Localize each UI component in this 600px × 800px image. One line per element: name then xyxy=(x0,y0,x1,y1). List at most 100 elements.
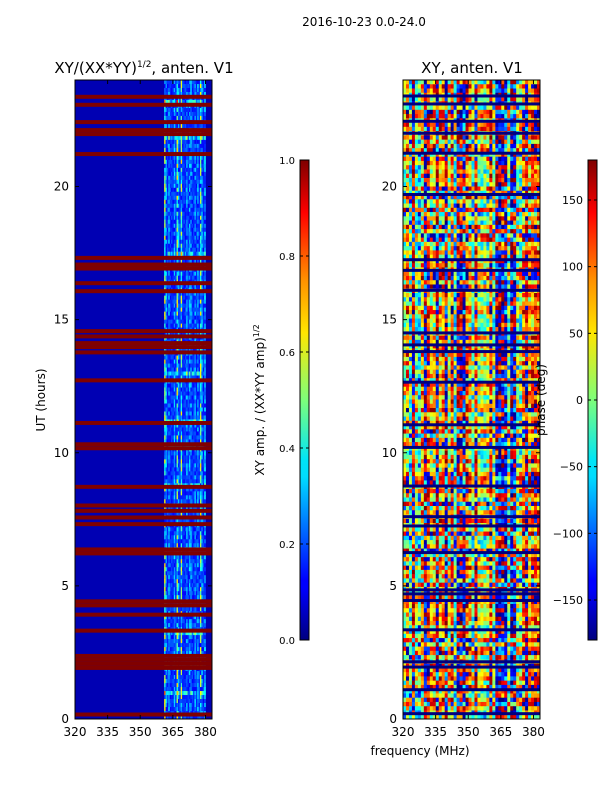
heatmap-cell xyxy=(197,367,199,372)
heatmap-cell xyxy=(187,175,190,181)
heatmap-cell xyxy=(191,707,194,712)
heatmap-cell xyxy=(166,699,169,704)
heatmap-cell xyxy=(191,391,194,396)
heatmap-cell xyxy=(201,239,204,245)
heatmap-cell xyxy=(168,183,171,189)
heatmap-cell xyxy=(177,687,180,692)
heatmap-cell xyxy=(182,247,184,253)
heatmap-cell xyxy=(187,147,190,153)
heatmap-cell xyxy=(195,703,198,708)
heatmap-cell xyxy=(172,583,175,588)
heatmap-cell xyxy=(194,695,197,700)
heatmap-cell xyxy=(190,175,193,181)
heatmap-cell xyxy=(186,563,188,568)
heatmap-cell xyxy=(195,491,198,496)
heatmap-cell xyxy=(186,683,188,688)
heatmap-cell xyxy=(176,495,179,500)
heatmap-cell xyxy=(186,295,188,301)
heatmap-cell xyxy=(175,303,177,309)
heatmap-cell xyxy=(184,639,187,644)
heatmap-cell xyxy=(176,275,179,281)
heatmap-cell xyxy=(429,88,434,94)
heatmap-cell xyxy=(164,203,166,209)
heatmap-cell xyxy=(194,583,197,588)
heatmap-cell xyxy=(195,679,198,684)
heatmap-cell xyxy=(202,383,205,388)
heatmap-cell xyxy=(184,367,187,372)
heatmap-cell xyxy=(180,363,183,368)
heatmap-cell xyxy=(165,491,168,496)
heatmap-cell xyxy=(169,407,172,412)
heatmap-cell xyxy=(199,231,202,237)
heatmap-cell xyxy=(190,275,193,281)
heatmap-cell xyxy=(198,163,201,169)
heatmap-cell xyxy=(201,179,204,185)
heatmap-cell xyxy=(186,303,188,309)
heatmap-cell xyxy=(435,80,440,85)
heatmap-cell xyxy=(193,259,195,265)
heatmap-cell xyxy=(166,531,169,536)
heatmap-cell xyxy=(176,555,179,560)
heatmap-cell xyxy=(164,179,166,185)
heatmap-cell xyxy=(198,459,201,464)
heatmap-cell xyxy=(188,687,191,692)
heatmap-cell xyxy=(197,303,199,309)
heatmap-cell xyxy=(199,171,202,177)
heatmap-cell xyxy=(193,683,195,688)
heatmap-cell xyxy=(169,107,172,113)
heatmap-cell xyxy=(201,291,204,297)
heatmap-cell xyxy=(166,619,169,624)
heatmap-cell xyxy=(201,583,204,588)
heatmap-cell xyxy=(172,571,175,576)
heatmap-cell xyxy=(182,607,184,612)
heatmap-cell xyxy=(171,107,173,113)
heatmap-cell xyxy=(187,687,190,692)
heatmap-cell xyxy=(198,315,201,321)
heatmap-cell xyxy=(190,307,193,313)
heatmap-cell xyxy=(191,675,194,680)
heatmap-cell xyxy=(186,631,188,636)
heatmap-cell xyxy=(187,715,190,719)
heatmap-cell xyxy=(201,431,204,436)
heatmap-cell xyxy=(191,371,194,376)
heatmap-cell xyxy=(175,651,177,656)
heatmap-cell xyxy=(171,463,173,468)
heatmap-cell xyxy=(173,431,176,436)
heatmap-cell xyxy=(194,615,197,620)
heatmap-cell xyxy=(165,223,168,229)
heatmap-cell xyxy=(171,203,173,209)
heatmap-cell xyxy=(195,487,198,492)
heatmap-cell xyxy=(420,84,425,89)
heatmap-cell xyxy=(204,691,206,696)
heatmap-cell xyxy=(191,679,194,684)
heatmap-cell xyxy=(171,499,173,504)
heatmap-cell xyxy=(193,239,195,245)
heatmap-cell xyxy=(177,583,180,588)
heatmap-cell xyxy=(176,183,179,189)
heatmap-cell xyxy=(186,235,188,241)
heatmap-cell xyxy=(166,607,169,612)
heatmap-cell xyxy=(201,367,204,372)
heatmap-cell xyxy=(197,123,199,129)
heatmap-cell xyxy=(188,467,191,472)
heatmap-cell xyxy=(176,583,179,588)
heatmap-cell xyxy=(198,695,201,700)
heatmap-cell xyxy=(171,491,173,496)
heatmap-cell xyxy=(195,307,198,313)
heatmap-cell xyxy=(176,211,179,217)
heatmap-cell xyxy=(184,607,187,612)
heatmap-cell xyxy=(187,135,190,141)
heatmap-cell xyxy=(204,383,206,388)
heatmap-cell xyxy=(199,635,202,640)
heatmap-cell xyxy=(197,243,199,249)
heatmap-cell xyxy=(198,715,201,719)
heatmap-cell xyxy=(194,111,197,117)
heatmap-cell xyxy=(198,407,201,412)
heatmap-cell xyxy=(184,135,187,141)
heatmap-cell xyxy=(173,455,176,460)
heatmap-cell xyxy=(183,307,186,313)
heatmap-cell xyxy=(183,283,186,289)
heatmap-cell xyxy=(198,423,201,428)
heatmap-cell xyxy=(193,283,195,289)
heatmap-cell xyxy=(180,347,183,352)
